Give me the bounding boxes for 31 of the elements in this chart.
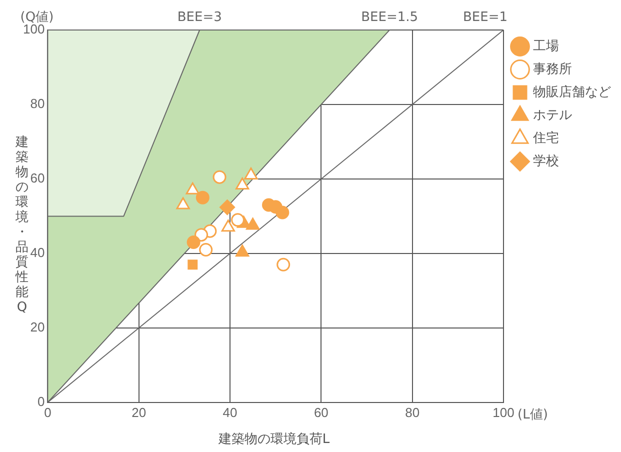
point bbox=[220, 200, 236, 216]
x-tick-label: 40 bbox=[222, 404, 238, 420]
text: (L値) bbox=[518, 407, 548, 422]
annotation: BEE=1 bbox=[462, 10, 508, 25]
x-tick-label: 80 bbox=[405, 404, 420, 420]
annotation: BEE=1.5 bbox=[361, 10, 418, 25]
legend-label: 物販店舗など bbox=[533, 84, 611, 100]
x-axis-title: 建築物の環境負荷L bbox=[217, 431, 331, 448]
legend-label: ホテル bbox=[533, 107, 572, 122]
y-tick-label: 0 bbox=[37, 394, 45, 409]
y-tick-label: 40 bbox=[30, 245, 45, 260]
point bbox=[194, 228, 208, 242]
y-tick-label: 20 bbox=[30, 320, 45, 334]
legend-label: 事務所 bbox=[533, 61, 572, 76]
text: 建築物の環境・品質性能Q bbox=[16, 135, 28, 315]
y-tick-label: 60 bbox=[30, 170, 45, 186]
point bbox=[236, 178, 250, 190]
point bbox=[196, 190, 210, 204]
point bbox=[188, 260, 198, 270]
point bbox=[276, 206, 290, 220]
legend-label: 工場 bbox=[533, 38, 559, 54]
point bbox=[221, 220, 236, 232]
x-tick-label: 60 bbox=[314, 404, 328, 420]
point bbox=[186, 236, 200, 250]
annotation: BEE=3 bbox=[177, 10, 222, 25]
x-tick-label: 20 bbox=[132, 404, 146, 420]
point bbox=[212, 170, 226, 184]
legend-label: 住宅 bbox=[532, 130, 559, 146]
legend-label: 学校 bbox=[533, 153, 559, 168]
y-tick-label: 80 bbox=[30, 96, 45, 112]
x-tick-label: 100 bbox=[492, 404, 514, 420]
